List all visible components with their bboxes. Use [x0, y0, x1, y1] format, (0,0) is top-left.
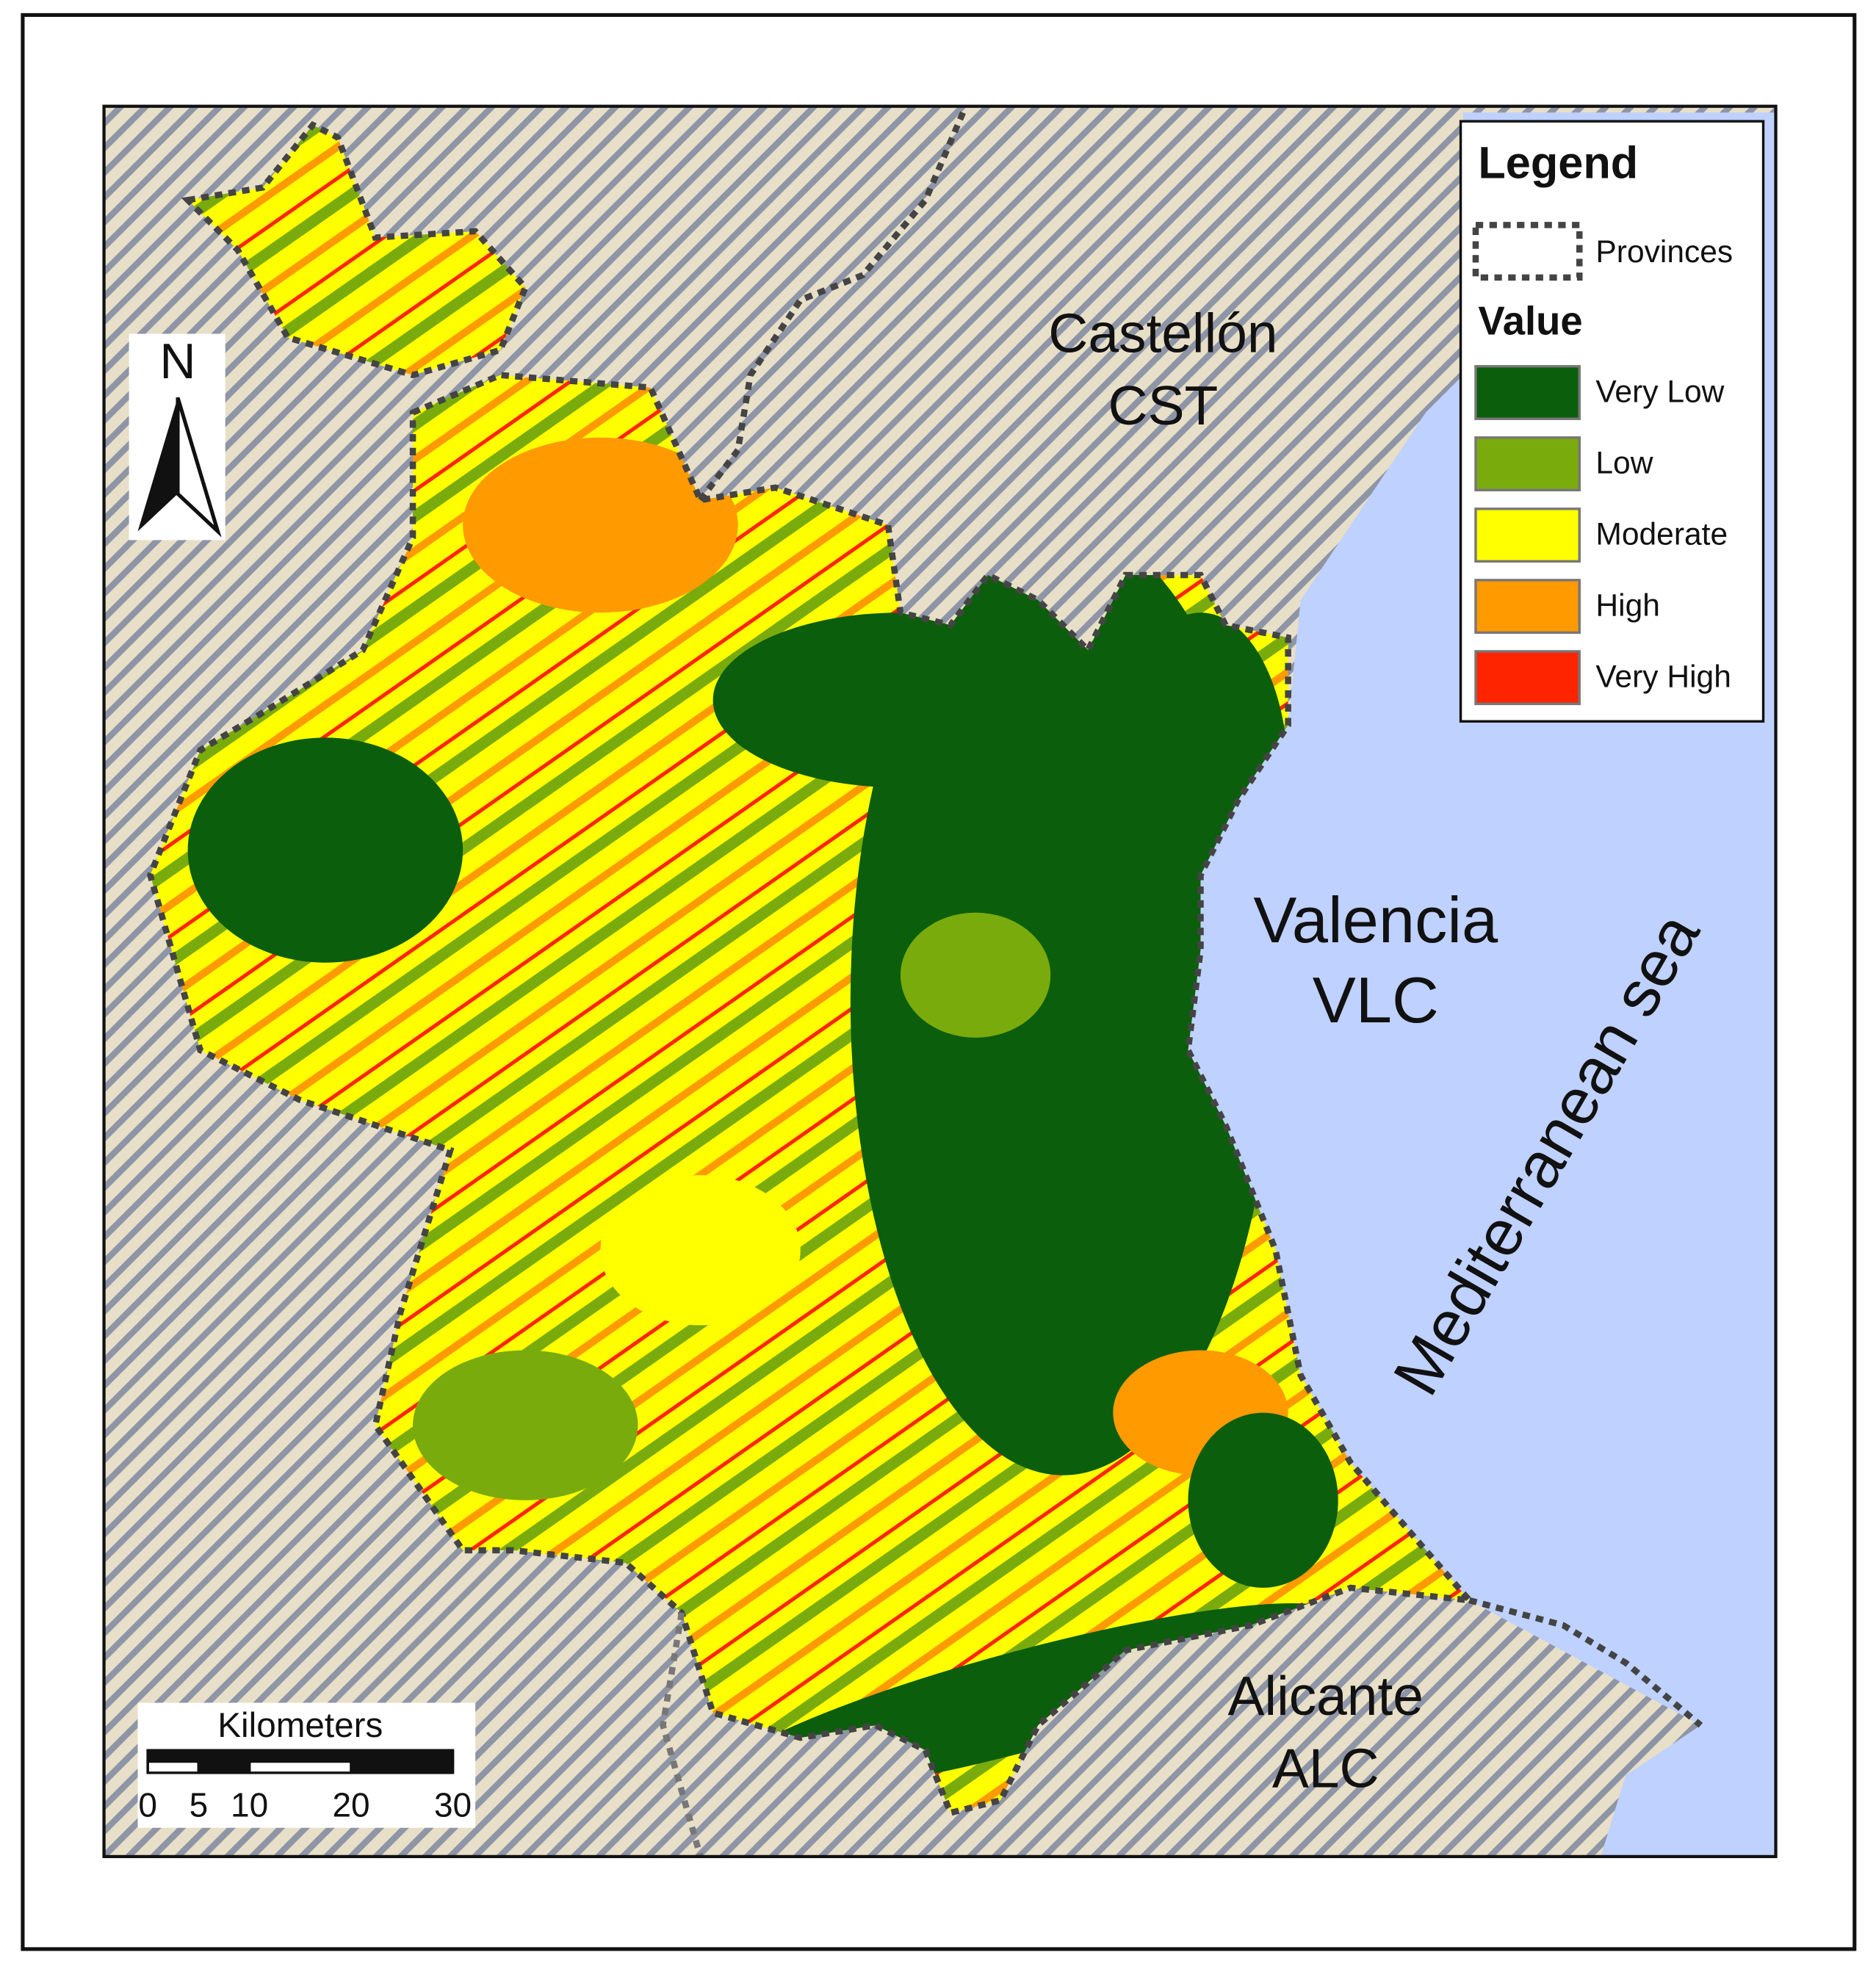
scale-segment [146, 1760, 201, 1774]
north-label: N [159, 333, 195, 389]
legend-title: Legend [1478, 138, 1638, 188]
scale-segment [197, 1749, 251, 1763]
scale-tick-label: 20 [332, 1786, 369, 1824]
province-name: Castellón [1048, 302, 1277, 364]
province-name: Alicante [1227, 1665, 1423, 1727]
legend-label: Low [1595, 445, 1653, 480]
province-name: Valencia [1253, 884, 1498, 956]
scale-segment [248, 1749, 353, 1763]
province-code: CST [1108, 375, 1219, 436]
scale-tick-label: 5 [190, 1786, 209, 1824]
legend-swatch [1474, 507, 1581, 563]
scale-tick-label: 30 [434, 1786, 472, 1824]
scale-segment [350, 1749, 455, 1763]
legend-swatch [1474, 650, 1581, 706]
scale-bar: Kilometers 0 5 10 20 30 [137, 1702, 476, 1828]
province-code: VLC [1313, 964, 1439, 1036]
scale-segment [146, 1749, 201, 1763]
legend-subtitle: Value [1478, 298, 1582, 343]
scale-tick-label: 10 [231, 1786, 268, 1824]
legend-label: Very High [1595, 660, 1731, 695]
legend-label: Moderate [1595, 517, 1728, 552]
scale-segment [248, 1760, 353, 1774]
legend-label: High [1595, 588, 1660, 624]
scale-segment [350, 1760, 455, 1774]
scale-segment [197, 1760, 251, 1774]
legend-swatch [1474, 579, 1581, 635]
province-boundaries [147, 111, 1703, 1858]
legend-swatch [1474, 365, 1581, 420]
legend-label: Very Low [1595, 374, 1724, 409]
map-frame [102, 104, 1778, 1859]
legend-label: Provinces [1595, 234, 1733, 270]
legend-swatch [1474, 436, 1581, 492]
province-code: ALC [1272, 1738, 1379, 1799]
scale-tick-label: 0 [138, 1786, 157, 1824]
scale-unit: Kilometers [217, 1706, 383, 1745]
legend: Legend Provinces Value Very Low Low Modera… [1459, 120, 1765, 723]
north-arrow: N [129, 333, 226, 541]
